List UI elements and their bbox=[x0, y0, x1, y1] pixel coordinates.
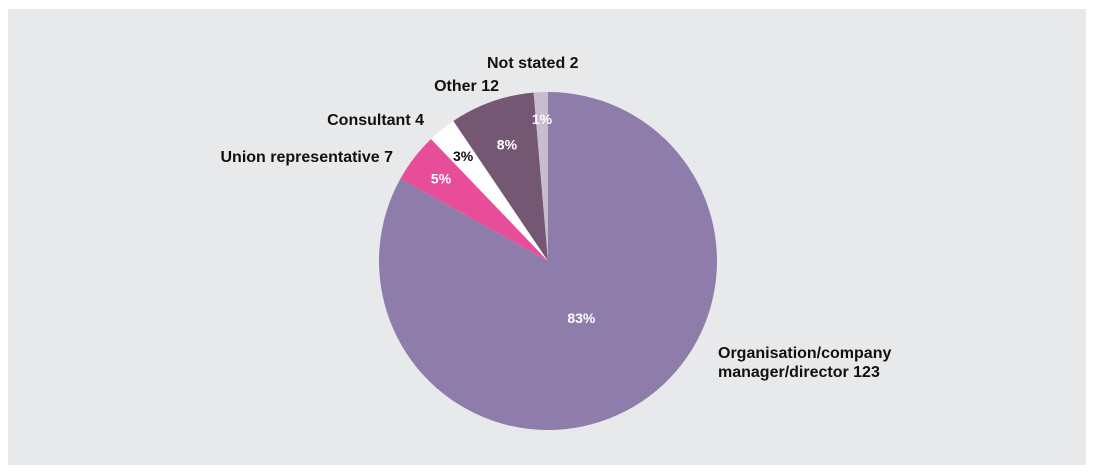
category-label-other: Other 12 bbox=[434, 78, 499, 95]
category-label-organisation-company-manager-director: Organisation/company manager/director 123 bbox=[718, 345, 891, 381]
percent-label-not-stated: 1% bbox=[532, 111, 553, 127]
percent-label-other: 8% bbox=[497, 137, 518, 153]
percent-labels: 83% 5%3% 8% 1% bbox=[431, 111, 596, 326]
percent-label-consultant: 3% bbox=[453, 148, 474, 164]
category-labels: Organisation/company manager/director 123… bbox=[221, 55, 892, 381]
pie-slice-other bbox=[453, 92, 548, 261]
pie-slice-not-stated bbox=[533, 92, 548, 261]
pie-slices bbox=[379, 92, 718, 431]
category-label-not-stated: Not stated 2 bbox=[487, 55, 579, 72]
category-label-consultant: Consultant 4 bbox=[327, 112, 424, 129]
pie-slice-consultant bbox=[431, 120, 548, 261]
percent-label-union-representative: 5% bbox=[431, 170, 452, 186]
pie-slice-union-representative bbox=[400, 138, 548, 261]
category-label-union-representative: Union representative 7 bbox=[221, 149, 394, 166]
pie-slice-organisation-company-manager-director bbox=[379, 92, 718, 431]
percent-label-organisation-company-manager-director: 83% bbox=[567, 310, 596, 326]
